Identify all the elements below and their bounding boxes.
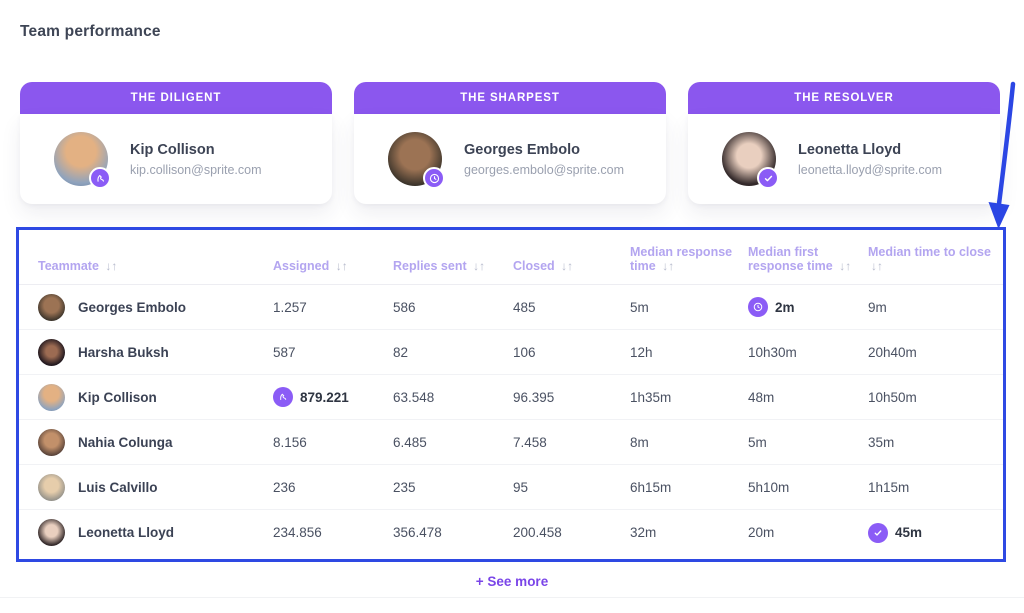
annotation-arrow-icon [988,81,1016,229]
teammate-name: Kip Collison [78,389,157,405]
check-icon [868,522,888,543]
avatar [38,428,65,456]
median-time-to-close-value: 10h50m [868,389,917,405]
assigned-value: 587 [273,344,296,360]
award-cards: THE DILIGENT Kip Collison kip.collison@s… [20,82,1000,204]
median-time-to-close-value: 45m [895,525,923,540]
median-first-response-time-value: 5m [748,434,767,450]
sort-icon[interactable]: ↓↑ [561,259,574,273]
table-row: Georges Embolo 1.257 586 485 5m 2m 9m [19,285,1003,330]
median-first-response-time-value: 48m [748,389,775,405]
award-title: THE DILIGENT [20,82,332,114]
teammate-name: Luis Calvillo [78,479,158,495]
award-person-email: leonetta.lloyd@sprite.com [798,162,943,177]
replies-sent-value: 235 [393,479,416,495]
avatar [38,293,65,321]
avatar [38,338,65,366]
sort-icon[interactable]: ↓↑ [662,259,675,273]
assigned-value: 8.156 [273,434,307,450]
closed-value: 95 [513,479,529,495]
sort-icon[interactable]: ↓↑ [473,259,486,273]
median-time-to-close-value: 20h40m [868,344,917,360]
sort-icon[interactable]: ↓↑ [839,259,852,273]
page-title: Team performance [20,23,161,40]
median-first-response-time-value: 20m [748,525,775,540]
median-first-response-time-value: 10h30m [748,344,797,360]
replies-sent-value: 586 [393,299,416,315]
award-person-email: georges.embolo@sprite.com [464,162,624,177]
median-time-to-close-value: 35m [868,434,895,450]
median-response-time-value: 8m [630,434,649,450]
team-performance-table: Teammate ↓↑ Assigned ↓↑ Replies sent ↓↑ … [16,227,1006,562]
assigned-value: 236 [273,479,296,495]
median-time-to-close-value: 9m [868,299,887,315]
avatar [38,473,65,501]
sort-icon[interactable]: ↓↑ [871,259,883,273]
clock-icon [748,297,768,317]
teammate-name: Harsha Buksh [78,344,169,360]
median-first-response-time-value: 2m [775,299,795,315]
sort-icon[interactable]: ↓↑ [105,259,118,273]
median-response-time-value: 5m [630,299,649,315]
award-person-name: Georges Embolo [464,141,581,158]
median-first-response-time-value: 5h10m [748,479,790,495]
see-more-button[interactable]: + See more [475,574,549,589]
column-header-replies-sent[interactable]: Replies sent ↓↑ [393,259,486,273]
table-row: Luis Calvillo 236 235 95 6h15m 5h10m 1h1… [19,465,1003,510]
award-person-name: Kip Collison [130,141,215,158]
replies-sent-value: 63.548 [393,389,435,405]
replies-sent-value: 6.485 [393,434,427,450]
column-header-median-first-response-time[interactable]: Median first response time ↓↑ [748,245,852,273]
closed-value: 7.458 [513,434,547,450]
column-header-assigned[interactable]: Assigned ↓↑ [273,259,348,273]
replies-sent-value: 82 [393,344,409,360]
median-response-time-value: 6h15m [630,479,672,495]
avatar [722,132,779,189]
closed-value: 96.395 [513,389,555,405]
table-row: Kip Collison 879.221 63.548 96.395 1h35m… [19,375,1003,420]
avatar [38,519,65,546]
closed-value: 200.458 [513,525,562,540]
median-response-time-value: 1h35m [630,389,672,405]
assigned-value: 1.257 [273,299,307,315]
assigned-value: 879.221 [300,389,349,405]
award-card-diligent: THE DILIGENT Kip Collison kip.collison@s… [20,82,332,204]
table-header-row: Teammate ↓↑ Assigned ↓↑ Replies sent ↓↑ … [19,230,1003,285]
table-row: Nahia Colunga 8.156 6.485 7.458 8m 5m 35… [19,420,1003,465]
avatar [38,383,65,411]
median-time-to-close-value: 1h15m [868,479,910,495]
award-title: THE RESOLVER [688,82,1000,114]
award-person-name: Leonetta Lloyd [798,141,902,158]
teammate-name: Nahia Colunga [78,434,173,450]
median-response-time-value: 32m [630,525,657,540]
bicep-icon [89,167,111,189]
sort-icon[interactable]: ↓↑ [335,259,348,273]
table-row: Leonetta Lloyd 234.856 356.478 200.458 3… [19,510,1003,555]
avatar [388,132,445,189]
teammate-name: Leonetta Lloyd [78,525,175,540]
assigned-value: 234.856 [273,525,322,540]
column-header-median-time-to-close[interactable]: Median time to close ↓↑ [868,245,991,273]
column-header-teammate[interactable]: Teammate ↓↑ [38,259,118,273]
bicep-icon [273,387,293,407]
replies-sent-value: 356.478 [393,525,442,540]
award-card-resolver: THE RESOLVER Leonetta Lloyd leonetta.llo… [688,82,1000,204]
column-header-median-response-time[interactable]: Median response time ↓↑ [630,245,733,273]
award-person-email: kip.collison@sprite.com [130,162,262,177]
avatar [54,132,111,189]
award-title: THE SHARPEST [354,82,666,114]
teammate-name: Georges Embolo [78,299,187,315]
clock-icon [423,167,445,189]
table-row: Harsha Buksh 587 82 106 12h 10h30m 20h40… [19,330,1003,375]
closed-value: 106 [513,344,536,360]
divider [0,597,1024,598]
column-header-closed[interactable]: Closed ↓↑ [513,259,574,273]
check-icon [757,167,779,189]
closed-value: 485 [513,299,536,315]
median-response-time-value: 12h [630,344,653,360]
award-card-sharpest: THE SHARPEST Georges Embolo georges.embo… [354,82,666,204]
